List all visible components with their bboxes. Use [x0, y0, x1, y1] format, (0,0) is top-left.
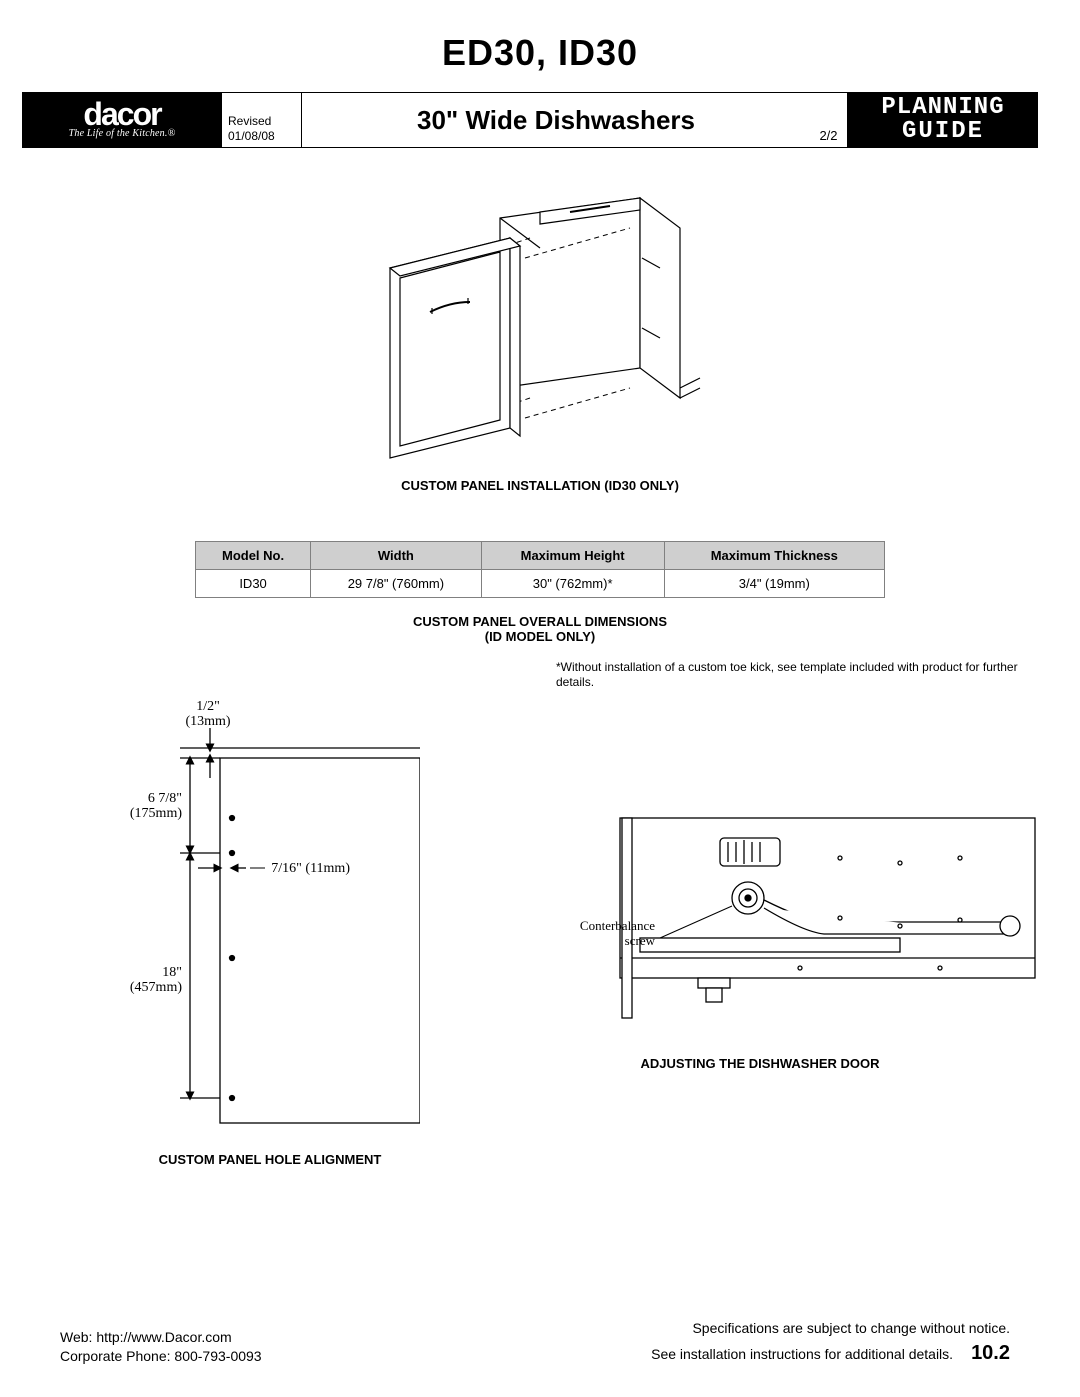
guide-line2: GUIDE — [902, 120, 984, 144]
svg-text:7/16" (11mm): 7/16" (11mm) — [271, 861, 350, 876]
footer: Web: http://www.Dacor.com Corporate Phon… — [60, 1319, 1022, 1367]
svg-text:1/2"(13mm): 1/2"(13mm) — [185, 699, 230, 729]
table-caption-1: CUSTOM PANEL OVERALL DIMENSIONS — [0, 614, 1080, 629]
footer-web: Web: http://www.Dacor.com — [60, 1328, 262, 1348]
footnote: *Without installation of a custom toe ki… — [0, 660, 1038, 690]
td-model: ID30 — [196, 570, 311, 598]
panel-align-caption: CUSTOM PANEL HOLE ALIGNMENT — [120, 1152, 420, 1167]
th-model: Model No. — [196, 542, 311, 570]
revised-label: Revised — [228, 114, 295, 128]
svg-text:Conterbalancescrew: Conterbalancescrew — [580, 918, 656, 948]
revised-cell: Revised 01/08/08 — [222, 92, 302, 148]
th-width: Width — [311, 542, 482, 570]
svg-text:18"(457mm): 18"(457mm) — [130, 965, 182, 995]
header-bar: dacor The Life of the Kitchen.® Revised … — [22, 92, 1038, 148]
page-indicator: 2/2 — [810, 92, 848, 148]
panel-alignment-diagram: 1/2"(13mm) 6 7/8"(175mm) 7/16" (11mm) 18… — [120, 698, 420, 1167]
td-height: 30" (762mm)* — [481, 570, 664, 598]
install-caption: CUSTOM PANEL INSTALLATION (ID30 ONLY) — [0, 478, 1080, 493]
guide-line1: PLANNING — [881, 96, 1004, 120]
footer-see: See installation instructions for additi… — [651, 1345, 953, 1365]
table-header-row: Model No. Width Maximum Height Maximum T… — [196, 542, 885, 570]
logo-tagline: The Life of the Kitchen.® — [69, 128, 176, 139]
page-title: ED30, ID30 — [0, 0, 1080, 74]
table-row: ID30 29 7/8" (760mm) 30" (762mm)* 3/4" (… — [196, 570, 885, 598]
dimensions-table: Model No. Width Maximum Height Maximum T… — [195, 541, 885, 598]
footer-phone: Corporate Phone: 800-793-0093 — [60, 1347, 262, 1367]
subtitle: 30" Wide Dishwashers — [302, 92, 810, 148]
table-caption-2: (ID MODEL ONLY) — [0, 629, 1080, 644]
th-height: Maximum Height — [481, 542, 664, 570]
td-thickness: 3/4" (19mm) — [664, 570, 884, 598]
td-width: 29 7/8" (760mm) — [311, 570, 482, 598]
th-thickness: Maximum Thickness — [664, 542, 884, 570]
guide-badge: PLANNING GUIDE — [848, 92, 1038, 148]
logo-text: dacor — [83, 101, 160, 128]
install-diagram — [370, 188, 710, 468]
svg-text:6 7/8"(175mm): 6 7/8"(175mm) — [130, 791, 182, 821]
revised-date: 01/08/08 — [228, 129, 295, 143]
footer-spec: Specifications are subject to change wit… — [262, 1319, 1010, 1339]
footer-section-number: 10.2 — [971, 1339, 1010, 1367]
door-adjust-caption: ADJUSTING THE DISHWASHER DOOR — [480, 1056, 1040, 1071]
logo: dacor The Life of the Kitchen.® — [22, 92, 222, 148]
door-adjust-diagram: Conterbalancescrew ADJUSTING THE DISHWAS… — [480, 808, 1040, 1071]
